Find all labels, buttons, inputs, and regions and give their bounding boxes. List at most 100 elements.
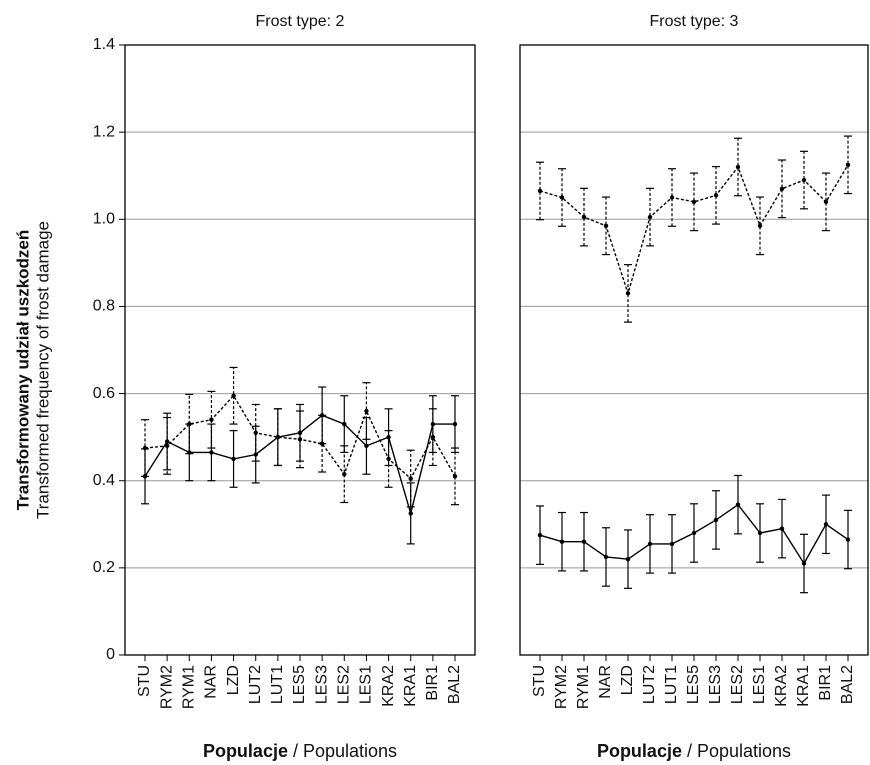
x-tick-label: LES2 (729, 665, 746, 704)
data-point (537, 188, 543, 194)
data-point (669, 541, 675, 547)
x-tick-label: LES2 (336, 665, 353, 704)
x-tick-label: BAL2 (839, 665, 856, 704)
data-point (452, 474, 458, 479)
error-bar (163, 416, 172, 475)
y-tick-label: 0.6 (93, 385, 115, 402)
x-tick-label: KRA1 (402, 665, 419, 707)
error-bar (624, 264, 632, 323)
data-point (647, 541, 653, 547)
x-tick-label: LES1 (358, 665, 375, 704)
data-point (669, 195, 675, 200)
error-bar (778, 159, 786, 219)
x-tick-label: BAL2 (446, 665, 463, 704)
data-point (691, 199, 697, 205)
data-point (319, 441, 325, 446)
data-point (845, 162, 851, 168)
error-bar (141, 419, 149, 477)
y-axis-label: Transformed frequency of frost damage (33, 221, 52, 519)
data-point (735, 164, 741, 170)
x-tick-label: RYM2 (158, 665, 175, 709)
error-bar (712, 165, 720, 225)
error-bar (340, 445, 349, 504)
x-tick-label: KRA2 (773, 665, 790, 707)
data-point (581, 214, 587, 220)
data-point (801, 177, 807, 183)
data-point (713, 193, 719, 198)
x-tick-label: STU (531, 665, 548, 697)
x-tick-label: LES3 (707, 665, 724, 704)
data-point (342, 421, 347, 427)
data-point (559, 195, 565, 200)
error-bar (384, 430, 393, 488)
x-tick-label: LES5 (685, 665, 702, 704)
data-point (647, 214, 653, 220)
data-point (823, 199, 829, 205)
x-tick-label: LUT2 (641, 665, 658, 704)
data-point (845, 537, 851, 542)
x-tick-label: LZD (225, 665, 242, 695)
y-tick-label: 0.8 (93, 298, 115, 315)
y-axis-label-bold: Transformowany udział uszkodzeń (13, 230, 32, 511)
x-tick-label: NAR (203, 665, 220, 699)
data-point (297, 430, 303, 435)
x-tick-label: LUT1 (663, 665, 680, 704)
x-axis-label: Populacje / Populations (597, 741, 791, 761)
x-tick-label: LES5 (291, 665, 308, 704)
error-bar (273, 408, 282, 467)
data-point (625, 556, 631, 562)
data-point (625, 291, 631, 296)
error-bar (229, 366, 238, 425)
plot-frame (519, 44, 869, 656)
error-bar (185, 393, 194, 455)
data-point (559, 539, 565, 544)
data-point (713, 517, 719, 523)
data-point (603, 223, 609, 229)
error-bar (580, 187, 588, 247)
x-tick-label: BIR1 (817, 665, 834, 701)
x-tick-label: RYM1 (575, 665, 592, 709)
data-point (164, 443, 170, 449)
data-point (297, 437, 303, 442)
x-axis-label-text: / Populations (687, 741, 791, 761)
data-point (364, 443, 369, 449)
y-tick-label: 1.4 (93, 36, 115, 53)
data-point (452, 421, 458, 427)
error-bar (558, 168, 566, 227)
error-bar (428, 408, 437, 467)
error-bar (602, 196, 610, 256)
error-bar (690, 172, 698, 232)
error-bar (734, 137, 742, 197)
error-bar (451, 447, 459, 506)
data-point (275, 434, 281, 440)
error-bar (318, 414, 327, 473)
panel-title: Frost type: 3 (650, 13, 739, 30)
data-point (231, 393, 236, 398)
data-point (364, 408, 369, 414)
series-line (539, 164, 849, 296)
data-point (757, 223, 763, 229)
error-bar (251, 403, 260, 462)
x-tick-label: RYM1 (181, 665, 198, 709)
data-point (142, 445, 148, 451)
data-point (430, 434, 436, 440)
x-axis-label: Populacje / Populations (203, 741, 397, 761)
error-bar (668, 168, 676, 227)
data-point (408, 511, 413, 516)
data-point (735, 502, 741, 507)
data-point (801, 561, 807, 566)
y-tick-label: 0 (106, 646, 115, 663)
data-point (823, 522, 829, 527)
y-tick-label: 0.4 (93, 472, 115, 489)
data-point (581, 539, 587, 544)
x-tick-label: KRA2 (380, 665, 397, 707)
data-point (537, 532, 543, 538)
x-tick-label: LES1 (751, 665, 768, 704)
data-point (757, 530, 763, 536)
data-point (209, 417, 214, 422)
data-point (691, 530, 697, 536)
x-tick-label: RYM2 (553, 665, 570, 709)
x-tick-label: LZD (619, 665, 636, 695)
data-point (603, 554, 609, 560)
